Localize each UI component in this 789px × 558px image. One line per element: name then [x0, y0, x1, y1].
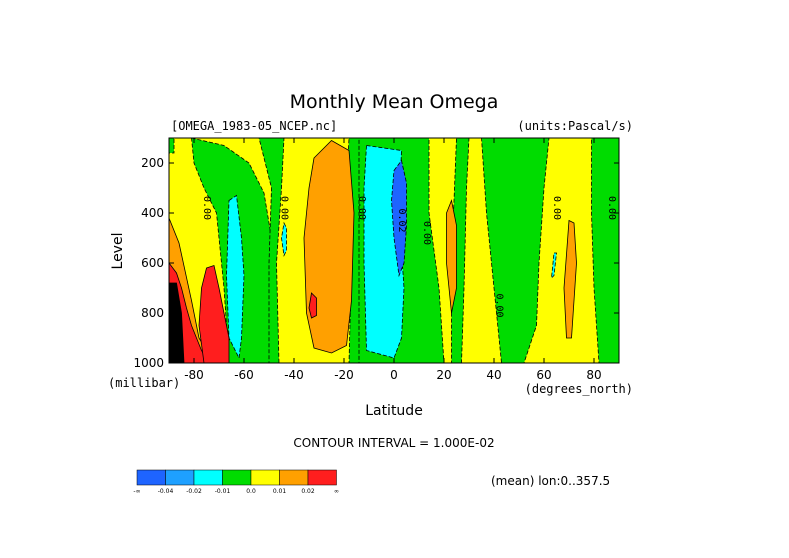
contour-region-2 [258, 138, 285, 363]
colorbar-swatch [307, 469, 337, 486]
contour-label-1: 0.00 [279, 196, 290, 220]
contour-region-12 [550, 252, 557, 280]
contour-region-20 [308, 292, 317, 319]
colorbar-swatch [250, 469, 280, 486]
x-tick-label: 60 [536, 368, 551, 382]
contour-region-15 [446, 199, 457, 314]
dataset-label: [OMEGA_1983-05_NCEP.nc] [171, 119, 337, 133]
contour-fill-regions [169, 138, 619, 363]
y-units-label: (millibar) [108, 376, 180, 390]
y-axis-label: Level [110, 233, 126, 270]
mean-lon-text: (mean) lon:0..357.5 [491, 474, 610, 488]
colorbar-swatch [193, 469, 223, 486]
y-axis-ticks: 200 400 600 800 1000 [133, 156, 619, 370]
y-tick-label: 200 [141, 156, 164, 170]
contour-label-7: 0.00 [606, 196, 617, 220]
contour-label-2: 0.00 [356, 196, 367, 220]
colorbar: -∞ -0.04 -0.02 -0.01 0.0 0.01 0.02 ∞ [133, 469, 339, 495]
contour-interval-text: CONTOUR INTERVAL = 1.000E-02 [293, 436, 494, 450]
units-label: (units:Pascal/s) [517, 119, 633, 133]
x-tick-label: -20 [334, 368, 354, 382]
contour-region-11 [281, 221, 287, 257]
contour-region-14 [303, 140, 355, 354]
contour-region-9 [226, 194, 245, 360]
colorbar-swatch [136, 469, 166, 486]
contour-labels: 0.00 0.00 0.00 0.02 0.00 0.00 0.00 0.00 [201, 196, 617, 318]
contour-label-3: 0.02 [396, 208, 407, 232]
contour-region-19 [198, 264, 230, 363]
contour-label-5: 0.00 [494, 293, 505, 317]
contour-label-0: 0.00 [201, 196, 212, 220]
x-tick-label: 20 [436, 368, 451, 382]
y-tick-label: 400 [141, 206, 164, 220]
y-tick-label: 800 [141, 306, 164, 320]
x-units-label: (degrees_north) [525, 382, 633, 396]
colorbar-label: -∞ [133, 488, 140, 495]
contour-label-4: 0.00 [421, 221, 432, 245]
contour-region-21 [169, 282, 185, 363]
y-tick-label: 600 [141, 256, 164, 270]
contour-region-8 [169, 138, 175, 154]
colorbar-label: -0.01 [215, 488, 231, 495]
colorbar-label: -0.02 [186, 488, 202, 495]
contour-region-7 [591, 138, 619, 363]
y-tick-label: 1000 [133, 356, 164, 370]
contour-region-6 [481, 138, 550, 363]
contour-label-6: 0.00 [551, 196, 562, 220]
contour-region-16 [563, 219, 577, 339]
contour-region-13 [391, 159, 407, 278]
colorbar-label: 0.0 [246, 488, 256, 495]
colorbar-label: ∞ [334, 488, 339, 495]
x-tick-label: 0 [390, 368, 398, 382]
colorbar-swatch [279, 469, 309, 486]
x-tick-label: 40 [486, 368, 501, 382]
x-axis-ticks: -80 -60 -40 -20 0 20 40 60 80 [184, 138, 602, 382]
x-axis-label: Latitude [365, 403, 423, 419]
x-tick-label: -80 [184, 368, 204, 382]
colorbar-label: 0.02 [301, 488, 315, 495]
x-tick-label: -40 [284, 368, 304, 382]
colorbar-label: -0.04 [158, 488, 174, 495]
colorbar-label: 0.01 [273, 488, 287, 495]
chart-title: Monthly Mean Omega [290, 91, 499, 113]
colorbar-swatch [165, 469, 195, 486]
colorbar-swatch [222, 469, 252, 486]
x-tick-label: -60 [234, 368, 254, 382]
x-tick-label: 80 [586, 368, 601, 382]
